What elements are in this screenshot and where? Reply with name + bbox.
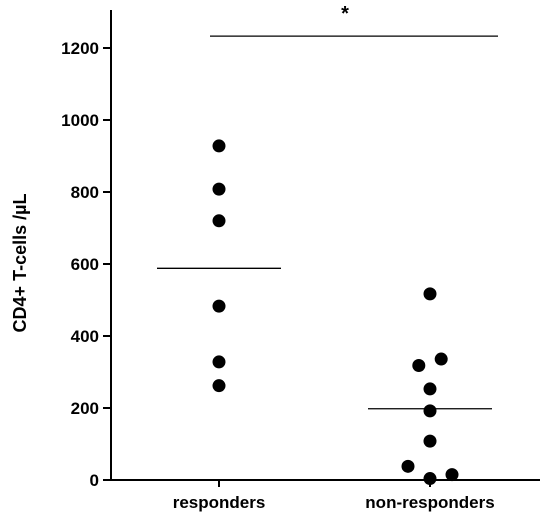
y-tick-label: 200 bbox=[71, 399, 99, 418]
significance-star: * bbox=[341, 3, 349, 25]
data-point bbox=[445, 468, 459, 482]
data-point bbox=[423, 287, 437, 301]
data-point bbox=[401, 459, 415, 473]
significance-bracket: * bbox=[210, 3, 498, 37]
data-point bbox=[212, 139, 226, 153]
data-point bbox=[423, 404, 437, 418]
data-point bbox=[423, 472, 437, 486]
data-point bbox=[212, 355, 226, 369]
data-point bbox=[423, 382, 437, 396]
y-axis: 0 200 400 600 800 1000 1200 bbox=[61, 10, 112, 490]
y-tick-label: 400 bbox=[71, 327, 99, 346]
x-tick-label: responders bbox=[173, 493, 266, 512]
data-point bbox=[412, 359, 426, 373]
data-point bbox=[212, 299, 226, 313]
y-axis-title: CD4+ T-cells /µL bbox=[10, 194, 30, 333]
data-point bbox=[434, 352, 448, 366]
y-tick-label: 1200 bbox=[61, 39, 99, 58]
data-point bbox=[212, 182, 226, 196]
data-point bbox=[212, 214, 226, 228]
data-point bbox=[212, 379, 226, 393]
y-tick-label: 1000 bbox=[61, 111, 99, 130]
x-axis: responders non-responders bbox=[111, 479, 540, 512]
y-tick-label: 800 bbox=[71, 183, 99, 202]
y-tick-label: 0 bbox=[90, 471, 99, 490]
data-points bbox=[157, 139, 492, 486]
data-point bbox=[423, 434, 437, 448]
x-tick-label: non-responders bbox=[365, 493, 494, 512]
y-tick-label: 600 bbox=[71, 255, 99, 274]
